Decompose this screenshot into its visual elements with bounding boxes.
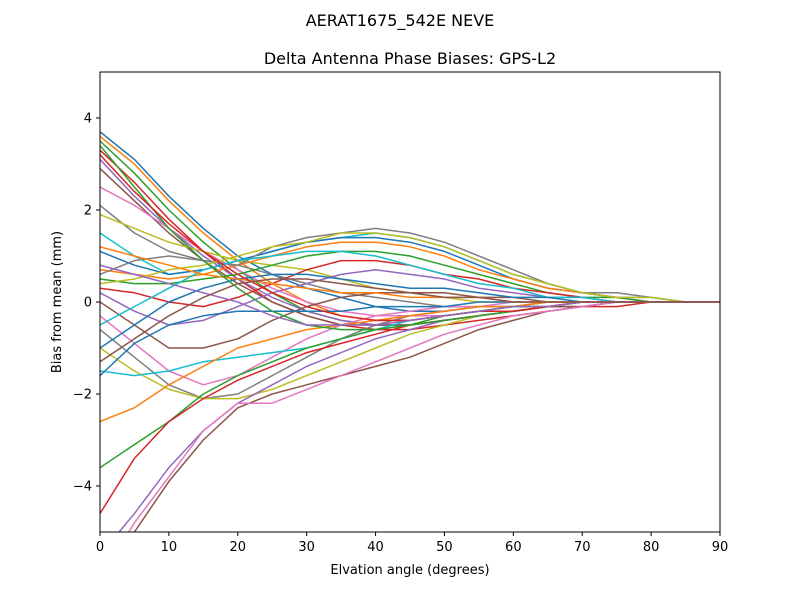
x-tick-label: 20 — [230, 540, 247, 555]
figure-suptitle: AERAT1675_542E NEVE — [306, 11, 495, 31]
y-tick-label: −4 — [73, 480, 92, 495]
y-tick-label: 4 — [84, 112, 92, 127]
y-axis-label: Bias from mean (mm) — [50, 231, 65, 373]
series-line-29 — [100, 232, 720, 303]
x-axis-label: Elvation angle (degrees) — [330, 563, 489, 578]
x-tick-label: 80 — [643, 540, 660, 555]
y-axis: −4 −2 0 2 4 — [73, 112, 100, 495]
x-tick-label: 70 — [574, 540, 591, 555]
series-layer — [100, 131, 720, 532]
x-tick-label: 60 — [505, 540, 522, 555]
y-tick-label: 2 — [84, 204, 92, 219]
x-tick-label: 50 — [436, 540, 453, 555]
y-tick-label: 0 — [84, 296, 92, 311]
chart-title: Delta Antenna Phase Biases: GPS-L2 — [264, 49, 556, 68]
y-tick-label: −2 — [73, 388, 92, 403]
series-line-36 — [100, 278, 720, 363]
x-tick-label: 10 — [161, 540, 178, 555]
x-tick-label: 40 — [367, 540, 384, 555]
x-tick-label: 0 — [96, 540, 104, 555]
x-tick-label: 30 — [298, 540, 315, 555]
x-axis: 0 10 20 30 40 50 60 70 80 90 — [96, 532, 728, 555]
x-tick-label: 90 — [712, 540, 729, 555]
